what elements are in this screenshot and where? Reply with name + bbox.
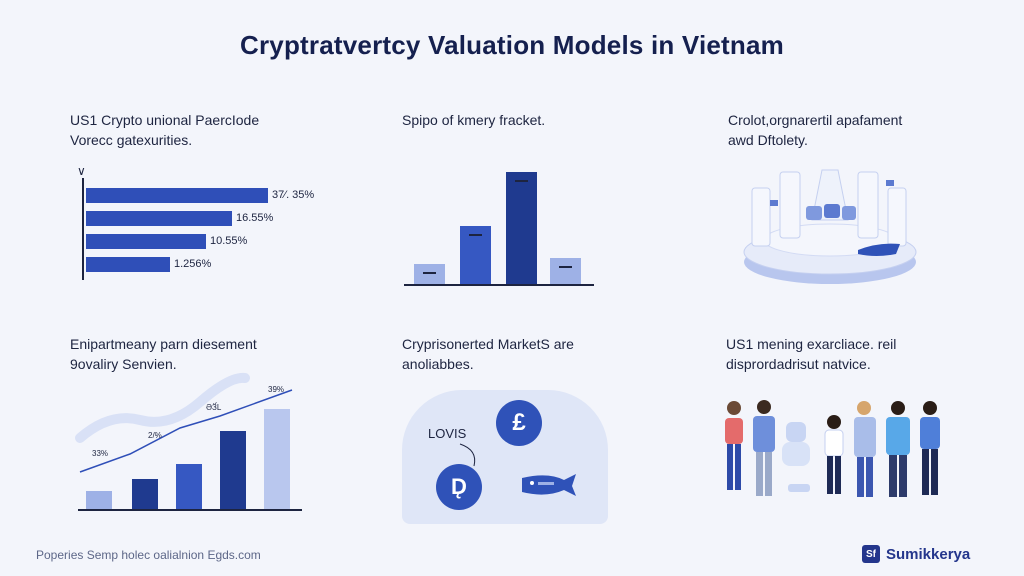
panel5-caption-line2: anoliabbes. [402, 356, 474, 372]
panel2-bar-4-mark [559, 266, 572, 268]
panel4-bar-3 [176, 464, 202, 510]
panel1-caption-line1: US1 Crypto unional PaercIode [70, 112, 260, 128]
panel3-caption-line2: awd Dftolety. [728, 132, 808, 148]
person-5 [886, 401, 910, 497]
panel1-caption-line2: Vorecc gatexurities. [70, 132, 193, 148]
chevron-down-icon: ∨ [77, 164, 86, 178]
page-title: Cryptratvertcy Valuation Models in Vietn… [240, 30, 784, 60]
panel1-caption: US1 Crypto unional PaercIode Vorecc gate… [70, 110, 259, 150]
panel4-label-4: 33% [92, 449, 108, 458]
coin-icon: D̨ [436, 464, 482, 510]
panel6-caption-line1: US1 mening exarcliace. reil [726, 336, 897, 352]
person-2 [753, 400, 775, 496]
people-illustration [716, 398, 956, 502]
panel4-label-3: 2/% [148, 431, 162, 440]
panel1-value-4: 1.256% [174, 258, 212, 270]
panel2-bar-2-mark [469, 234, 482, 236]
panel1-value-2: 16.55% [236, 212, 274, 224]
person-4 [854, 401, 876, 497]
panel4-caption-line1: Enipartmeany parn diesement [70, 336, 257, 352]
panel5-caption-line1: Cryprisonerted MarketS are [402, 336, 574, 352]
panel2-bar-chart [400, 160, 600, 290]
panel6-caption-line2: disprordadrisut natvice. [726, 356, 871, 372]
panel6-caption: US1 mening exarcliace. reil disprordadri… [726, 334, 896, 374]
group-people-icon [725, 400, 940, 497]
panel1-bar-3 [86, 234, 206, 249]
panel3-caption-line1: Crolot,orgnarertil apafament [728, 112, 903, 128]
panel4-caption-line2: 9ovaliry Senvien. [70, 356, 177, 372]
person-6 [920, 401, 940, 495]
panel4-bar-2 [132, 479, 158, 510]
panel2-baseline [404, 284, 594, 286]
panel1-axis [82, 178, 84, 280]
person-1 [725, 401, 743, 490]
server-platform-icon [743, 169, 917, 284]
brand-mark-icon: Sf [862, 545, 880, 563]
panel1-bar-2 [86, 211, 232, 226]
panel4-caption: Enipartmeany parn diesement 9ovaliry Sen… [70, 334, 257, 374]
fish-token-icon [522, 474, 576, 496]
panel2-bar-1 [414, 264, 445, 284]
panel4-chart-svg: 39% ƏӞ́L 2/% 33% [75, 372, 302, 511]
pound-coin-icon: £ [496, 400, 542, 446]
panel5-label: LOVIS [428, 426, 467, 441]
panel1-value-1: 37⁄. 35% [272, 189, 315, 201]
panel1-bar-4 [86, 257, 170, 272]
robot [782, 422, 810, 492]
panel2-caption: Spipo of kmery fracket. [402, 110, 545, 130]
panel1-bar-1 [86, 188, 268, 203]
panel4-bar-4 [220, 431, 246, 510]
brand-name: Sumikkerya [886, 545, 971, 563]
panel5-illustration: LOVIS £ D̨ [402, 390, 608, 524]
panel2-bar-2 [460, 226, 491, 284]
person-3 [824, 415, 844, 494]
panel3-caption: Crolot,orgnarertil apafament awd Dftolet… [728, 110, 902, 150]
panel2-bar-1-mark [423, 272, 436, 274]
panel4-combo-chart: 39% ƏӞ́L 2/% 33% [70, 372, 310, 512]
data-center-illustration [740, 150, 920, 285]
panel2-bar-4 [550, 258, 581, 284]
panel4-bar-1 [86, 491, 112, 510]
brand-logo: Sf Sumikkerya [862, 545, 970, 563]
panel4-label-2: ƏӞ́L [206, 403, 222, 412]
panel4-label-1: 39% [268, 385, 284, 394]
panel1-value-3: 10.55% [210, 235, 248, 247]
panel2-bar-3-mark [515, 180, 528, 182]
footer-source: Poperies Semp holec oalialnion Egds.com [36, 548, 261, 562]
panel1-bar-chart: ∨ 37⁄. 35% 16.55% 10.55% 1.256% [70, 164, 360, 280]
panel2-caption-line1: Spipo of kmery fracket. [402, 112, 546, 128]
panel5-caption: Cryprisonerted MarketS are anoliabbes. [402, 334, 574, 374]
connector-icon [459, 443, 476, 467]
panel2-bar-3 [506, 172, 537, 284]
panel4-bar-5 [264, 409, 290, 510]
